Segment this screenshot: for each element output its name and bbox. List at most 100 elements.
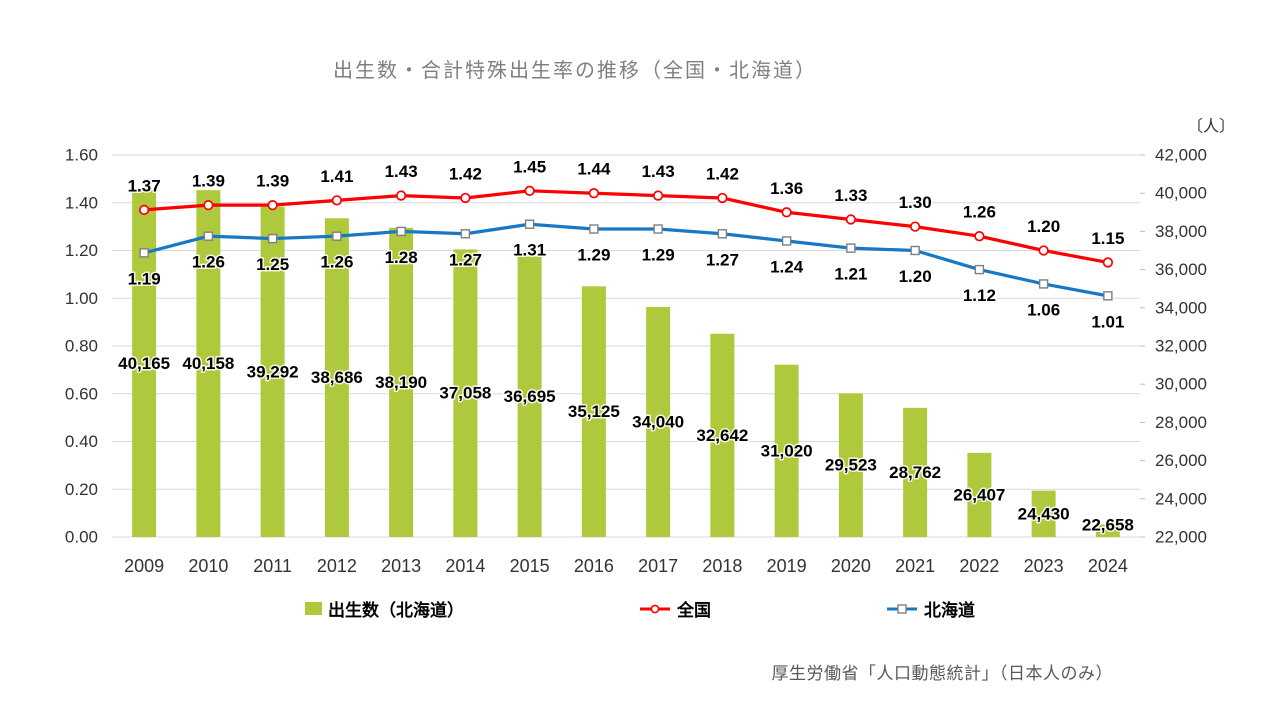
hokkaido-marker-2016 (589, 224, 599, 234)
hokkaido-label-2012: 1.26 (320, 253, 353, 272)
hokkaido-marker-2018 (717, 229, 728, 239)
year-label-2020: 2020 (831, 556, 871, 576)
year-label-2013: 2013 (381, 556, 421, 576)
right-axis-unit-label: 〔人〕 (1187, 118, 1235, 136)
national-label-2010: 1.39 (192, 172, 225, 191)
year-label-2015: 2015 (510, 556, 550, 576)
national-marker-2012 (331, 195, 343, 206)
left-axis-tick: 0.20 (65, 480, 98, 499)
chart-title: 出生数・合計特殊出生率の推移（全国・北海道） (333, 60, 817, 82)
hokkaido-label-2011: 1.25 (256, 255, 289, 274)
bar-2023 (1031, 490, 1056, 537)
legend-item-births: 出生数（北海道） (305, 596, 464, 621)
national-line (142, 189, 1110, 265)
hokkaido-marker-2021 (910, 245, 920, 256)
national-label-2014: 1.42 (449, 164, 482, 183)
right-axis-tick: 38,000 (1155, 222, 1207, 241)
national-marker-2010 (203, 199, 214, 211)
national-label-2017: 1.43 (642, 162, 675, 181)
year-label-2022: 2022 (959, 556, 999, 576)
national-marker-2014 (460, 192, 471, 204)
right-axis-tick: 28,000 (1155, 413, 1207, 432)
bar-label-2017: 34,040 (632, 413, 684, 432)
hokkaido-label-2009: 1.19 (128, 269, 161, 288)
bar-label-2013: 38,190 (375, 373, 427, 392)
bar-label-2021: 28,762 (889, 463, 941, 482)
national-marker-2018 (717, 192, 728, 204)
national-marker-2024 (1102, 257, 1114, 268)
hokkaido-marker-2009 (139, 248, 149, 258)
legend-item-national: 全国 (639, 596, 711, 621)
bar-label-2012: 38,686 (311, 368, 363, 387)
national-marker-2017 (652, 190, 664, 201)
right-axis-tick: 36,000 (1155, 260, 1207, 279)
year-label-2010: 2010 (188, 556, 228, 576)
right-axis-tick: 40,000 (1155, 184, 1207, 203)
hokkaido-line (142, 222, 1110, 298)
year-label-2011: 2011 (253, 556, 292, 576)
hokkaido-label-2021: 1.20 (899, 267, 932, 286)
hokkaido-marker-2020 (846, 243, 856, 253)
national-marker-2022 (974, 231, 985, 242)
legend-bar-swatch-icon (305, 602, 322, 615)
right-axis-tick: 26,000 (1155, 451, 1207, 470)
year-label-2009: 2009 (124, 556, 164, 576)
bar-2015 (517, 256, 542, 537)
year-label-2024: 2024 (1088, 556, 1128, 576)
bar-2021 (903, 407, 928, 537)
national-label-2013: 1.43 (385, 162, 418, 181)
legend-hokkaido-line-icon (887, 603, 917, 614)
left-axis-tick: 0.80 (65, 337, 98, 356)
bar-2010 (196, 190, 221, 538)
hokkaido-label-2017: 1.29 (642, 246, 675, 265)
bar-label-2015: 36,695 (504, 387, 556, 406)
bar-label-2020: 29,523 (825, 456, 877, 475)
national-label-2024: 1.15 (1091, 229, 1124, 248)
bar-2016 (581, 286, 606, 537)
left-axis-tick: 0.00 (65, 528, 98, 547)
national-label-2011: 1.39 (256, 172, 289, 191)
national-label-2009: 1.37 (128, 176, 161, 195)
legend-item-hokkaido: 北海道 (886, 596, 975, 621)
hokkaido-marker-2024 (1103, 291, 1113, 301)
year-label-2018: 2018 (702, 556, 742, 576)
hokkaido-label-2024: 1.01 (1091, 312, 1124, 331)
national-marker-2021 (909, 221, 921, 232)
hokkaido-label-2019: 1.24 (770, 257, 804, 276)
left-axis-tick: 1.00 (65, 289, 98, 308)
bar-label-2022: 26,407 (953, 485, 1005, 504)
bar-2022 (967, 452, 992, 537)
bar-label-2009: 40,165 (118, 354, 170, 373)
hokkaido-marker-2019 (781, 236, 792, 246)
legend-label-hokkaido: 北海道 (924, 601, 975, 620)
bar-2020 (838, 393, 863, 537)
national-marker-2020 (845, 214, 857, 225)
left-axis-tick: 0.40 (65, 432, 98, 451)
national-label-2021: 1.30 (899, 193, 932, 212)
legend-label-national: 全国 (677, 601, 711, 620)
hokkaido-marker-2010 (203, 231, 214, 241)
bar-label-2024: 22,658 (1082, 516, 1134, 535)
bar-2012 (324, 218, 349, 537)
national-label-2016: 1.44 (577, 160, 611, 179)
year-label-2023: 2023 (1024, 556, 1064, 576)
year-label-2017: 2017 (638, 556, 678, 576)
bar-2011 (260, 206, 285, 538)
national-marker-2023 (1038, 245, 1049, 256)
source-note: 厚生労働省「人口動態統計」（日本人のみ） (771, 664, 1113, 683)
hokkaido-marker-2011 (267, 233, 278, 244)
legend-label-births: 出生数（北海道） (328, 601, 464, 620)
hokkaido-marker-2023 (1038, 279, 1049, 289)
right-axis-tick: 22,000 (1155, 528, 1207, 547)
national-marker-2013 (395, 190, 407, 201)
hokkaido-label-2022: 1.12 (963, 286, 996, 305)
hokkaido-label-2014: 1.27 (449, 250, 482, 269)
national-label-2012: 1.41 (320, 167, 353, 186)
left-axis-tick: 1.60 (65, 146, 98, 165)
left-axis-tick: 1.20 (65, 241, 98, 260)
bar-label-2018: 32,642 (696, 426, 748, 445)
right-axis-tick: 34,000 (1155, 298, 1207, 317)
national-marker-2016 (588, 188, 600, 199)
